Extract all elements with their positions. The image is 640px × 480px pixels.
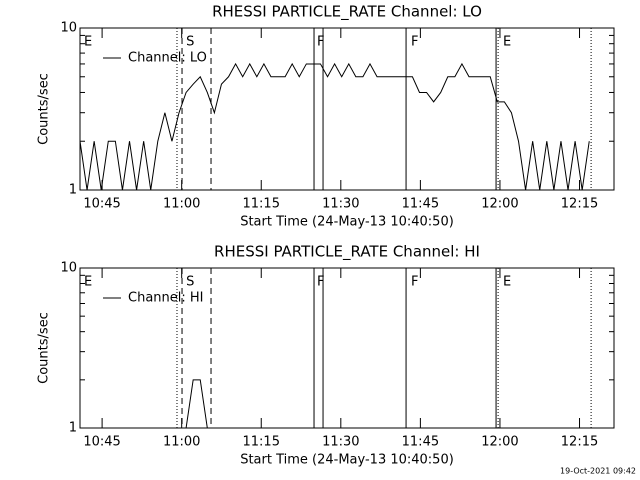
x-tick-label: 12:15 [561,435,598,450]
x-tick-label: 11:30 [322,435,359,450]
x-tick-label: 10:45 [83,197,120,212]
x-tick-label: 12:00 [481,197,518,212]
flag-label: E [503,35,511,50]
y-axis-label: Counts/sec [37,73,52,145]
x-axis-label: Start Time (24-May-13 10:40:50) [240,215,454,230]
plot-frame [79,27,615,191]
x-tick-label: 11:15 [243,197,280,212]
legend-label: Channel: HI [128,291,204,306]
y-tick-label: 1 [69,421,77,436]
footer: 19-Oct-2021 09:42 [560,467,636,476]
x-tick-label: 11:30 [322,197,359,212]
data-line [79,62,590,191]
flag-label: F [317,275,324,290]
flag-label: E [84,35,92,50]
y-tick-label: 1 [69,183,77,198]
flag-label: S [186,35,194,50]
x-tick-label: 11:45 [402,197,439,212]
x-tick-label: 12:00 [481,435,518,450]
y-tick-label: 10 [60,261,77,276]
y-axis-label: Counts/sec [37,312,52,384]
x-tick-label: 11:00 [163,435,200,450]
chart-title: RHESSI PARTICLE_RATE Channel: LO [212,3,482,22]
flag-label: E [84,275,92,290]
flag-label: F [411,35,418,50]
flag-label: F [317,35,324,50]
x-tick-label: 12:15 [561,197,598,212]
x-tick-label: 11:00 [163,197,200,212]
chart-title: RHESSI PARTICLE_RATE Channel: HI [214,243,480,262]
x-axis-label: Start Time (24-May-13 10:40:50) [240,453,454,468]
flag-label: F [411,275,418,290]
flag-label: E [503,275,511,290]
data-line [80,379,590,429]
x-tick-label: 10:45 [83,435,120,450]
x-tick-label: 11:15 [243,435,280,450]
legend-label: Channel: LO [128,51,207,66]
y-tick-label: 10 [60,21,77,36]
x-tick-label: 11:45 [402,435,439,450]
flag-label: S [186,275,194,290]
